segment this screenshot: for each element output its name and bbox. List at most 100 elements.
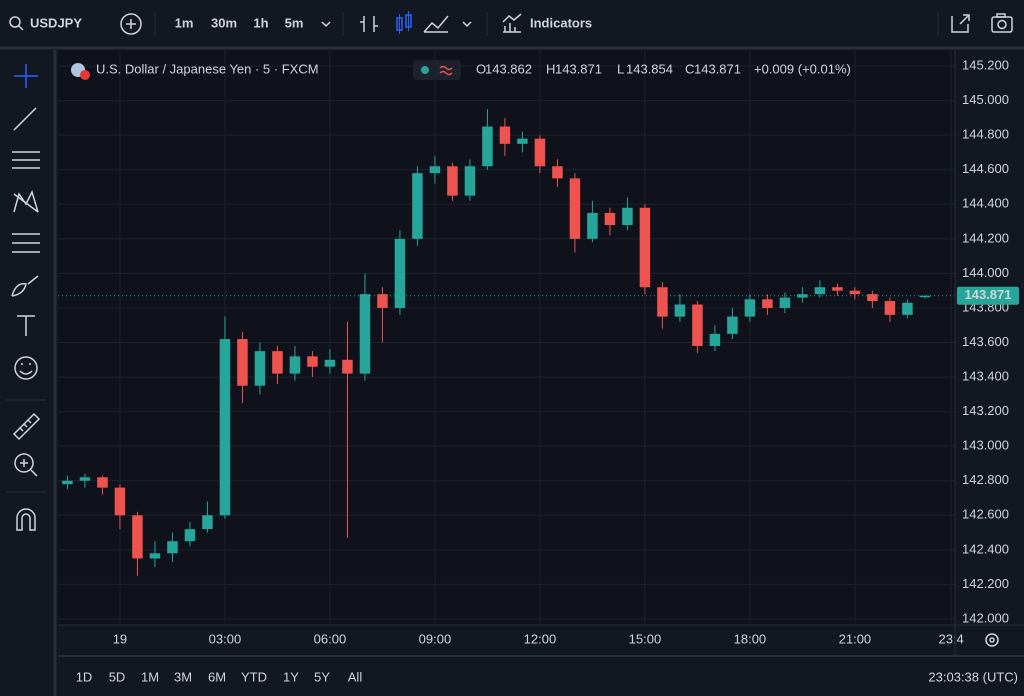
y-tick-label: 145.200 [962,58,1009,73]
candle-body [884,301,896,315]
drawing-tools [6,64,46,531]
range-button[interactable]: 1D [76,669,93,684]
camera-icon[interactable] [991,13,1013,33]
trend-line-tool[interactable] [13,107,37,131]
candle-body [762,299,773,308]
projection-tool[interactable] [12,233,40,253]
range-button[interactable]: All [348,669,363,684]
interval[interactable]: 1m [175,15,194,30]
candle-body [779,297,791,308]
emoji-tool[interactable] [14,356,38,380]
bar-style-icon[interactable] [360,16,378,32]
candle-body [62,480,73,485]
x-tick-label: 15:00 [629,631,662,646]
range-button[interactable]: 5D [109,669,126,684]
candle-body [114,487,126,516]
snapshot-share[interactable] [951,14,970,33]
y-tick-label: 142.600 [962,507,1009,522]
brush-tool[interactable] [11,275,39,297]
y-tick-label: 142.200 [962,576,1009,591]
candle-body [447,166,458,196]
intervals: 1m 30m 1h 5m [175,15,304,30]
zoom-tool[interactable] [14,453,38,477]
candle-body [814,287,826,295]
candle-body [482,126,493,167]
candle-body [867,294,878,302]
x-tick-label: 19 [113,631,127,646]
x-tick-label: 23:4 [938,631,963,646]
market-status [421,66,429,74]
range-button[interactable]: 5Y [314,669,330,684]
candle-body [254,351,266,386]
candle-body [342,359,353,374]
candle-body [167,541,178,554]
candle-body [587,212,598,239]
candle-body [289,356,301,374]
candle-body [604,212,616,226]
last-price-label: 143.871 [965,287,1012,302]
candle-style-icon[interactable] [396,11,412,34]
indicators-button[interactable]: Indicators [530,15,592,30]
range-button[interactable]: 1Y [283,669,299,684]
legend-key: O [476,61,486,76]
pattern-tool[interactable] [13,189,39,213]
legend-key: L [617,61,624,76]
candle-body [692,304,703,346]
ruler-tool[interactable] [12,412,41,441]
interval-menu[interactable] [321,21,331,28]
candle-body [499,126,511,144]
candle-body [849,290,861,295]
style-menu[interactable] [462,21,472,28]
data-status [439,65,453,76]
y-tick-label: 144.400 [962,196,1009,211]
compare-button[interactable] [120,13,142,35]
candle-body [132,515,143,559]
candle-body [307,356,318,367]
fib-tool[interactable] [12,151,40,169]
search-icon[interactable] [9,16,24,31]
legend-change: +0.009 (+0.01%) [754,61,851,76]
candle-body [184,529,196,542]
candle-body [622,207,633,226]
interval[interactable]: 5m [285,15,304,30]
symbol[interactable]: USDJPY [30,15,82,30]
candle-body [149,553,161,559]
legend-value: 143.871 [555,61,602,76]
legend-value: 143.854 [626,61,673,76]
range-button[interactable]: 3M [174,669,192,684]
candle-body [744,299,756,317]
x-tick-label: 03:00 [209,631,242,646]
chart-title[interactable]: U.S. Dollar / Japanese Yen · 5 · FXCM [96,61,319,76]
status-pill[interactable] [413,60,461,80]
y-tick-label: 143.600 [962,334,1009,349]
time-axis: 19 03:00 06:00 09:00 12:00 15:00 18:00 21:00 23:… [113,631,964,646]
area-style-icon[interactable] [423,15,449,33]
candle-body [272,351,283,374]
range-button[interactable]: 1M [141,669,159,684]
crosshair-tool[interactable] [14,64,38,88]
clock[interactable]: 23:03:38 (UTC) [928,669,1018,684]
indicators-icon[interactable] [502,13,522,33]
text-tool[interactable] [17,315,35,336]
candle-body [552,166,563,179]
candle-body [639,207,651,288]
y-tick-label: 142.000 [962,610,1009,625]
candle-body [534,138,546,167]
candle-body [464,166,476,196]
candle-body [674,304,686,317]
candle-body [517,138,528,144]
interval[interactable]: 30m [211,15,237,30]
legend-value: 143.862 [485,61,532,76]
magnet-tool[interactable] [16,508,36,531]
legend-key: C [685,61,694,76]
candle-body [237,339,248,386]
legend-key: H [546,61,555,76]
interval[interactable]: 1h [253,15,268,30]
y-tick-label: 143.400 [962,369,1009,384]
y-tick-label: 144.600 [962,161,1009,176]
axis-settings[interactable] [985,633,999,647]
x-tick-label: 18:00 [734,631,767,646]
candle-body [97,477,108,488]
range-button[interactable]: 6M [208,669,226,684]
range-button[interactable]: YTD [241,669,267,684]
